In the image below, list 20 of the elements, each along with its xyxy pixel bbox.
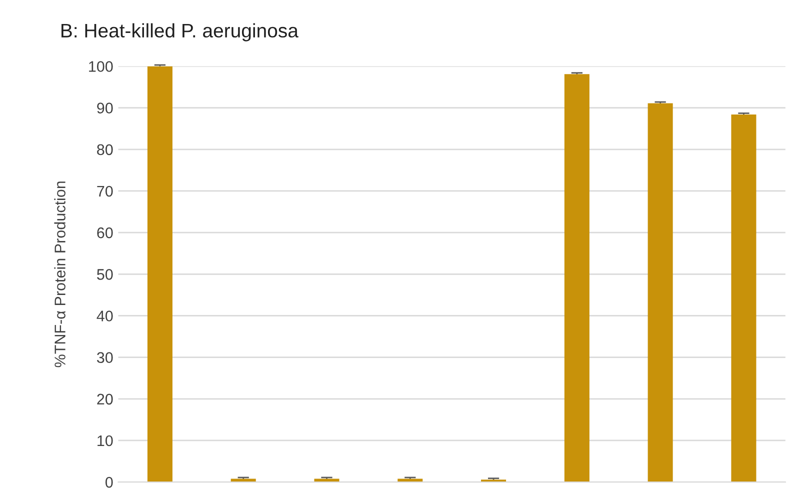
y-tick-label: 0 xyxy=(105,476,113,488)
y-tick-label: 100 xyxy=(89,61,113,72)
y-tick-label: 40 xyxy=(96,310,113,322)
bar xyxy=(314,478,340,482)
bar xyxy=(564,74,590,482)
y-tick-label: 90 xyxy=(97,102,113,114)
bar xyxy=(147,66,172,482)
bar xyxy=(398,478,423,482)
y-tick-label: 50 xyxy=(97,269,113,280)
y-tick-label: 60 xyxy=(97,227,113,238)
bar xyxy=(230,478,256,482)
y-axis-title: %TNF-α Protein Production xyxy=(54,182,66,368)
bar xyxy=(731,114,756,482)
y-tick-label: 70 xyxy=(97,186,113,197)
bar xyxy=(648,103,673,482)
y-tick-label: 30 xyxy=(96,352,113,363)
y-tick-label: 80 xyxy=(97,144,113,156)
y-tick-label: 10 xyxy=(98,435,113,446)
chart-title: B: Heat-killed P. aeruginosa xyxy=(62,23,298,42)
y-tick-label: 20 xyxy=(97,394,113,405)
